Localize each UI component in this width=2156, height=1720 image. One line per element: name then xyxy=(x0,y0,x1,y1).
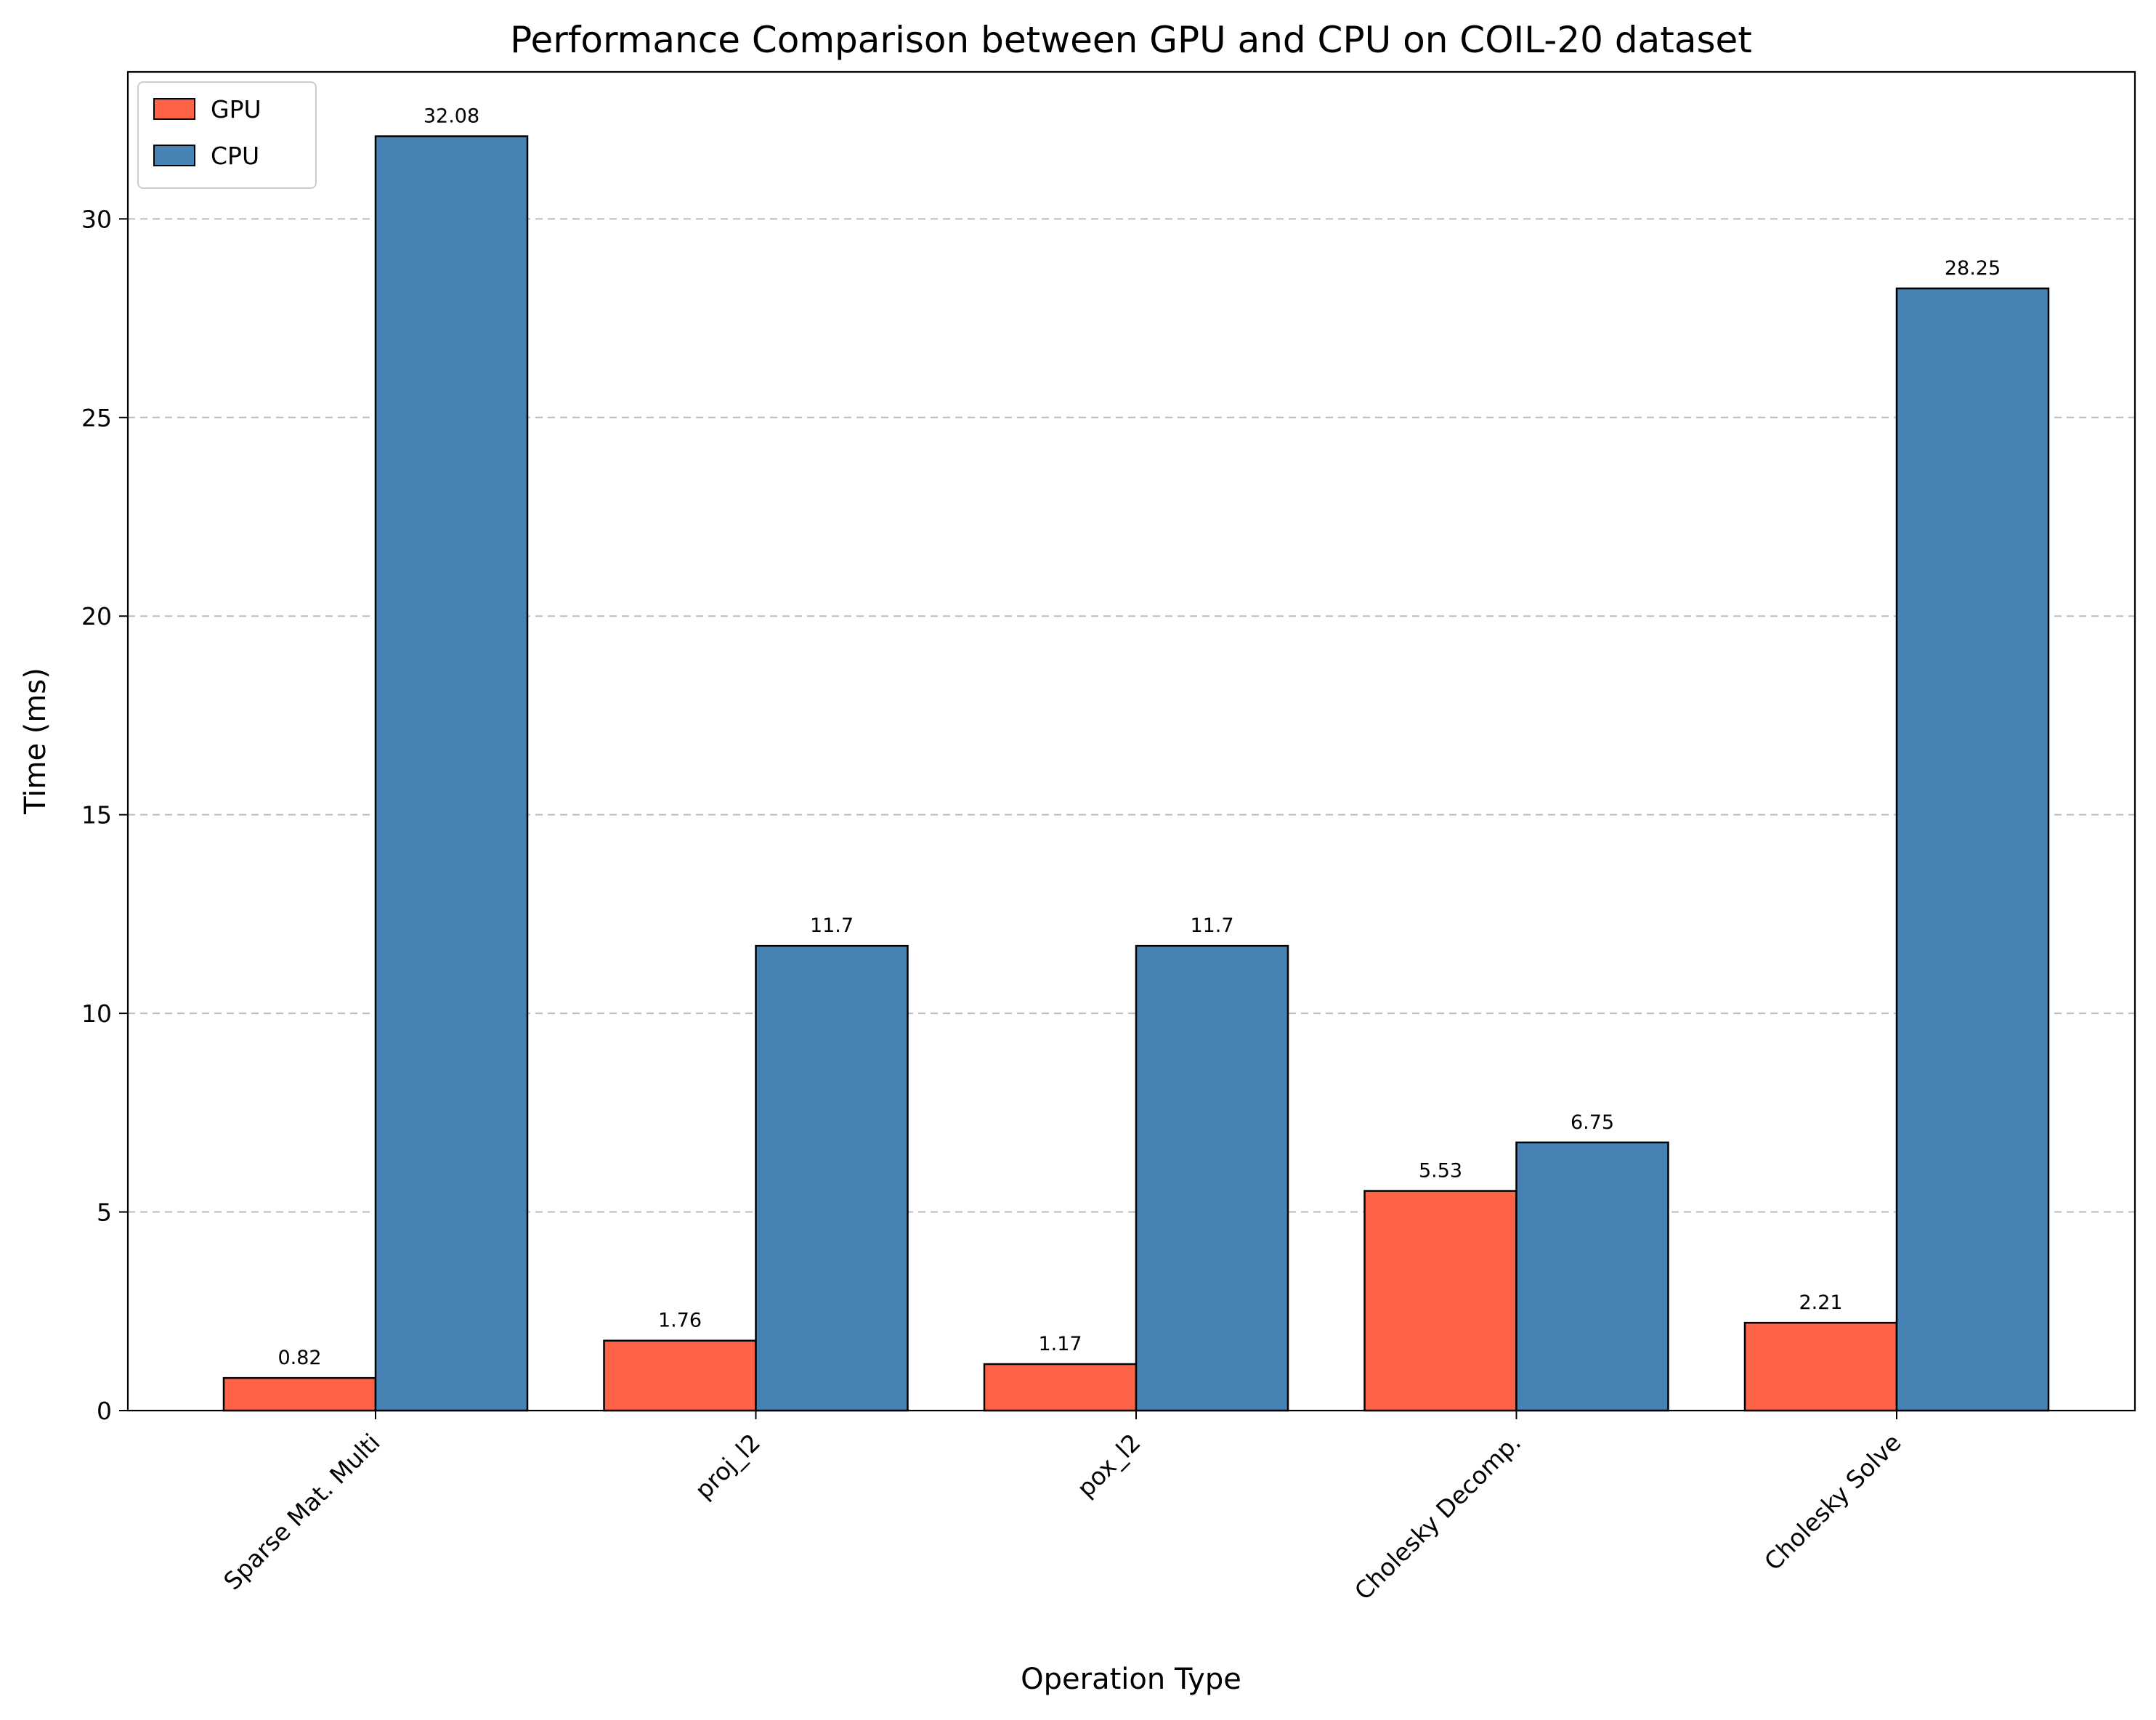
bar-cpu-proj-l2 xyxy=(755,944,909,1412)
bars xyxy=(222,135,2050,1412)
y-axis-label: Time (ms) xyxy=(19,668,52,815)
legend-swatch-gpu xyxy=(153,98,195,120)
legend-label-gpu: GPU xyxy=(211,95,262,123)
bar-gpu-cholesky-solve xyxy=(1743,1321,1898,1412)
y-tick-label: 30 xyxy=(81,205,112,233)
bar-gpu-cholesky-decomp xyxy=(1363,1190,1517,1412)
plot-frame xyxy=(126,70,2136,1412)
x-axis-ticks: Sparse Mat. Multi proj_l2 pox_l2 Cholesky D… xyxy=(218,1411,1907,1605)
bar-cpu-pox-l2 xyxy=(1135,944,1289,1412)
bar-value-label: 1.17 xyxy=(1038,1333,1082,1355)
y-tick-label: 25 xyxy=(81,404,112,432)
y-tick-label: 10 xyxy=(81,999,112,1028)
y-tick-label: 15 xyxy=(81,801,112,829)
x-tick-label: proj_l2 xyxy=(689,1428,766,1504)
bar-cpu-sparse-mat-multi xyxy=(374,135,529,1412)
legend: GPU CPU xyxy=(137,81,317,189)
x-tick-label: Cholesky Solve xyxy=(1759,1428,1907,1576)
bar-value-label: 28.25 xyxy=(1945,257,2001,280)
bar-value-labels: 0.82 32.08 1.76 11.7 1.17 11.7 5.53 6.75 2.21 28.… xyxy=(277,105,2001,1370)
y-tick-label: 5 xyxy=(97,1198,112,1227)
x-axis-label: Operation Type xyxy=(1021,1663,1241,1696)
bar-value-label: 1.76 xyxy=(658,1310,702,1332)
bar-value-label: 11.7 xyxy=(810,914,854,937)
legend-swatch-cpu xyxy=(153,145,195,166)
bar-value-label: 2.21 xyxy=(1799,1291,1842,1314)
y-tick-label: 20 xyxy=(81,602,112,630)
chart-title: Performance Comparison between GPU and C… xyxy=(510,19,1752,61)
bar-gpu-pox-l2 xyxy=(983,1363,1138,1412)
bar-gpu-proj-l2 xyxy=(603,1339,757,1412)
bar-cpu-cholesky-solve xyxy=(1895,287,2050,1412)
bar-gpu-sparse-mat-multi xyxy=(222,1376,377,1412)
bar-value-label: 6.75 xyxy=(1571,1111,1614,1134)
x-tick-label: pox_l2 xyxy=(1071,1428,1146,1503)
bar-value-label: 5.53 xyxy=(1419,1160,1462,1182)
bar-value-label: 11.7 xyxy=(1190,914,1233,937)
y-axis-ticks: 0 5 10 15 20 25 30 xyxy=(81,205,128,1425)
bar-value-label: 32.08 xyxy=(423,105,479,128)
bar-value-label: 0.82 xyxy=(277,1347,321,1369)
y-tick-label: 0 xyxy=(97,1397,112,1425)
x-tick-label: Sparse Mat. Multi xyxy=(218,1428,385,1595)
legend-label-cpu: CPU xyxy=(211,142,259,170)
x-tick-label: Cholesky Decomp. xyxy=(1349,1428,1526,1605)
bar-cpu-cholesky-decomp xyxy=(1515,1141,1669,1412)
